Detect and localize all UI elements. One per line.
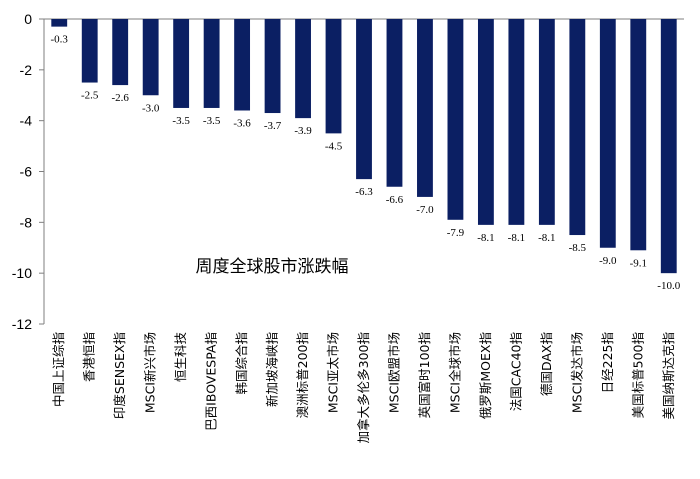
y-tick-label: -10 (12, 265, 32, 281)
category-label: MSCI全球市场 (447, 332, 462, 413)
category-label: 加拿大多伦多300指 (356, 332, 371, 443)
category-label: MSCI发达市场 (569, 332, 584, 413)
bar (508, 19, 525, 225)
data-label: -7.0 (416, 204, 434, 216)
data-label: -2.5 (81, 90, 99, 102)
y-tick-label: -2 (20, 62, 33, 78)
data-label: -8.1 (508, 232, 525, 244)
bar (173, 19, 190, 108)
bar (112, 19, 129, 86)
bar (356, 19, 372, 180)
bar (264, 19, 281, 114)
bar (234, 19, 251, 111)
data-label: -7.9 (447, 227, 465, 239)
bar (569, 19, 586, 236)
category-label: 恒生科技 (173, 332, 188, 383)
category-label: 法国CAC40指 (508, 332, 523, 411)
data-label: -3.7 (264, 120, 282, 132)
category-label: 俄罗斯MOEX指 (478, 332, 493, 419)
y-tick-label: -4 (20, 113, 33, 129)
category-label: MSCI亚太市场 (326, 332, 341, 413)
category-label: 新加坡海峡指 (265, 332, 280, 407)
category-label: 巴西IBOVESPA指 (204, 332, 219, 431)
data-labels: -0.3 -2.5 -2.6 -3.0 -3.5 -3.5 -3.6 -3.7 -3.9 -4.5… (51, 34, 681, 293)
data-label: -0.3 (51, 34, 69, 46)
data-label: -8.5 (569, 242, 587, 254)
category-label: 韩国综合指 (234, 332, 249, 395)
category-label: 日经225指 (600, 332, 615, 393)
category-label: MSCI欧盟市场 (386, 332, 401, 413)
data-label: -6.3 (355, 186, 373, 198)
y-tick-label: -12 (12, 316, 32, 332)
category-label: 德国DAX指 (539, 332, 554, 396)
data-label: -9.0 (599, 255, 617, 267)
data-label: -3.5 (172, 115, 190, 127)
category-label: 香港恒指 (82, 332, 97, 382)
bar (599, 19, 616, 248)
bar (477, 19, 494, 225)
bar (81, 19, 98, 83)
category-label: MSCI新兴市场 (143, 332, 158, 413)
category-labels: 中国上证综指 香港恒指 印度SENSEX指 MSCI新兴市场 恒生科技 巴西IBOVESP… (51, 332, 676, 444)
y-tick-label: -6 (20, 164, 33, 180)
bar (630, 19, 647, 251)
data-label: -8.1 (538, 232, 555, 244)
bar (203, 19, 220, 108)
data-label: -4.5 (325, 140, 343, 152)
chart-title: 周度全球股市涨跌幅 (196, 257, 349, 277)
bar (386, 19, 403, 187)
category-label: 美国纳斯达克指 (661, 332, 676, 420)
data-label: -3.0 (142, 102, 160, 114)
category-label: 澳洲标普200指 (295, 332, 310, 418)
data-label: -2.6 (111, 92, 129, 104)
bar (538, 19, 555, 225)
data-label: -8.1 (477, 232, 494, 244)
category-label: 英国富时100指 (417, 332, 432, 418)
data-label: -3.5 (203, 115, 221, 127)
category-label: 美国标普500指 (630, 332, 645, 418)
y-tick-label: 0 (24, 11, 32, 27)
bar (51, 19, 68, 27)
category-label: 印度SENSEX指 (112, 332, 127, 419)
data-label: -3.9 (294, 125, 312, 137)
data-label: -6.6 (386, 194, 404, 206)
category-label: 中国上证综指 (51, 332, 66, 407)
data-label: -10.0 (657, 280, 680, 292)
data-label: -9.1 (630, 257, 647, 269)
bar (660, 19, 677, 274)
data-label: -3.6 (233, 118, 251, 130)
bar-series (51, 19, 677, 274)
bar (447, 19, 464, 220)
bar (142, 19, 159, 96)
bar (295, 19, 311, 119)
bar (325, 19, 342, 134)
bar (417, 19, 433, 197)
y-tick-label: -8 (20, 214, 33, 230)
